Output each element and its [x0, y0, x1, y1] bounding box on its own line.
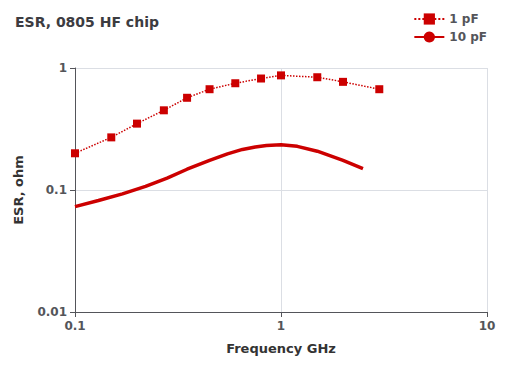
svg-text:ESR, ohm: ESR, ohm [11, 155, 26, 225]
svg-text:ESR, 0805 HF chip: ESR, 0805 HF chip [15, 14, 159, 30]
svg-text:1: 1 [277, 319, 285, 333]
svg-text:0.01: 0.01 [37, 305, 67, 319]
svg-text:10: 10 [479, 319, 496, 333]
svg-text:10 pF: 10 pF [449, 30, 487, 44]
svg-text:1: 1 [59, 61, 67, 75]
svg-text:1 pF: 1 pF [449, 12, 478, 26]
svg-text:0.1: 0.1 [46, 183, 67, 197]
svg-text:Frequency GHz: Frequency GHz [226, 341, 336, 356]
svg-text:0.1: 0.1 [64, 319, 85, 333]
